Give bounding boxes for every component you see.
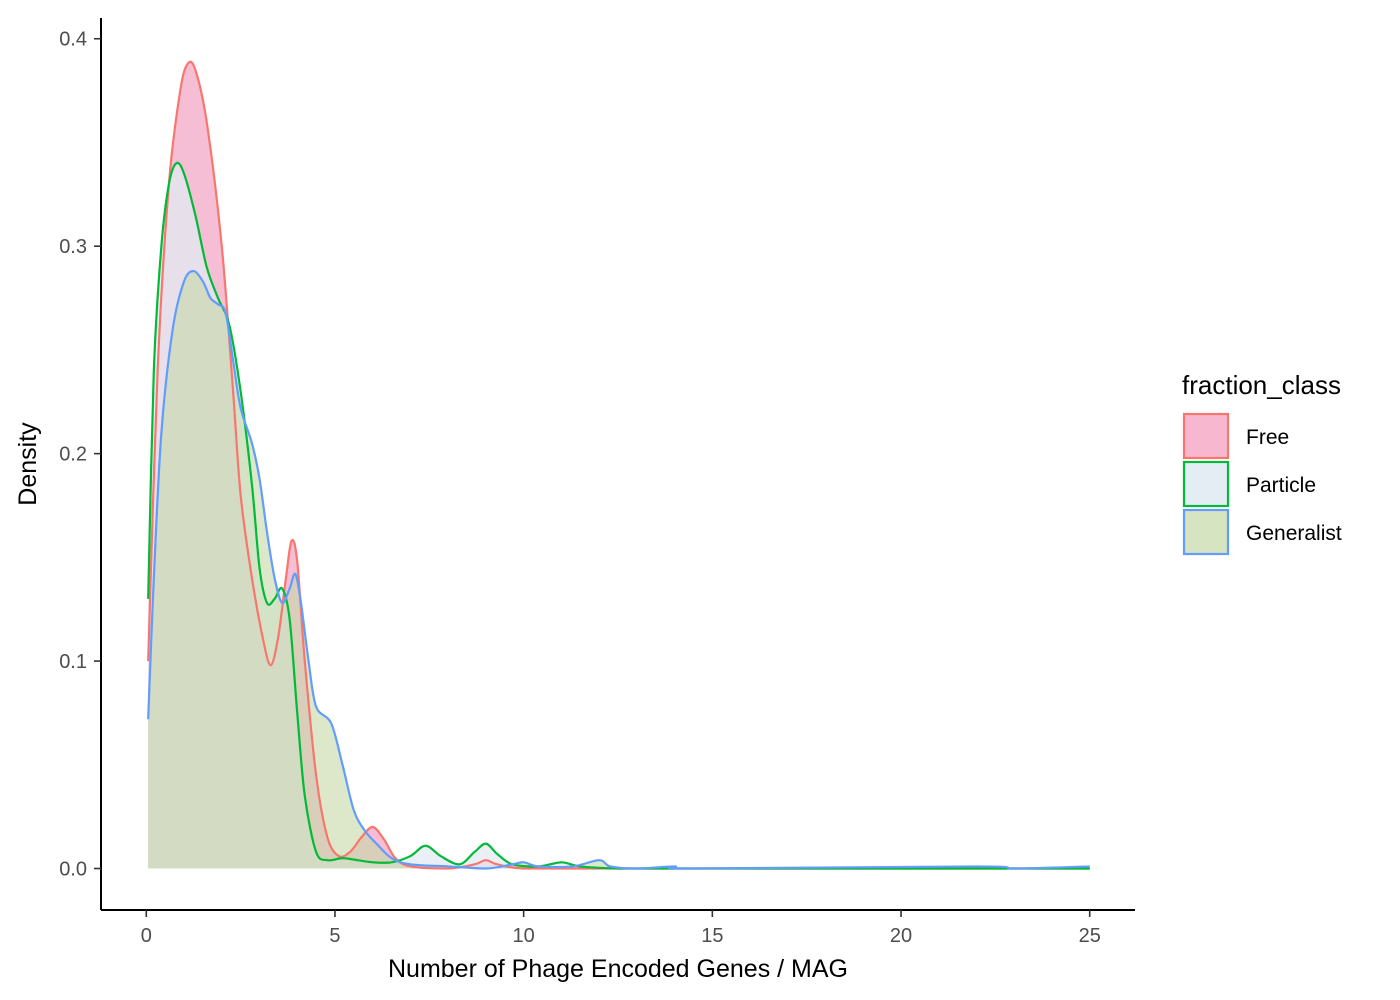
legend-label-free: Free	[1246, 426, 1289, 449]
x-axis-title: Number of Phage Encoded Genes / MAG	[388, 955, 848, 983]
legend-title: fraction_class	[1182, 370, 1341, 400]
density-area-generalist	[148, 271, 1090, 869]
axes: 0 5 10 15 20 25 0.0 0.1 0.2 0.3 0.4	[59, 18, 1135, 947]
legend-item-generalist: Generalist	[1182, 508, 1342, 556]
y-tick-label: 0.3	[59, 236, 87, 258]
x-tick-label: 15	[701, 925, 723, 947]
y-tick-label: 0.0	[59, 859, 87, 881]
x-axis-ticks: 0 5 10 15 20 25	[141, 910, 1101, 947]
y-axis-title: Density	[14, 422, 42, 506]
x-tick-label: 25	[1079, 925, 1101, 947]
y-tick-label: 0.1	[59, 651, 87, 673]
legend-label-particle: Particle	[1246, 474, 1316, 497]
legend-label-generalist: Generalist	[1246, 522, 1342, 545]
y-axis-ticks: 0.0 0.1 0.2 0.3 0.4	[59, 29, 101, 881]
x-tick-label: 5	[329, 925, 340, 947]
x-tick-label: 0	[141, 925, 152, 947]
legend-key-generalist	[1182, 508, 1230, 556]
legend-items: Free Particle Generalist	[1182, 412, 1342, 556]
x-tick-label: 20	[890, 925, 912, 947]
legend-item-free: Free	[1182, 412, 1289, 460]
legend: fraction_class Free Particle Generalist	[1182, 370, 1342, 556]
legend-item-particle: Particle	[1182, 460, 1316, 508]
density-line-free	[147, 60, 1090, 870]
density-areas	[148, 61, 1090, 869]
legend-key-particle	[1182, 460, 1230, 508]
y-tick-label: 0.4	[59, 29, 87, 51]
y-tick-label: 0.2	[59, 444, 87, 466]
density-lines	[147, 60, 1090, 870]
x-tick-label: 10	[513, 925, 535, 947]
legend-key-free	[1182, 412, 1230, 460]
density-line-generalist	[147, 269, 1090, 870]
